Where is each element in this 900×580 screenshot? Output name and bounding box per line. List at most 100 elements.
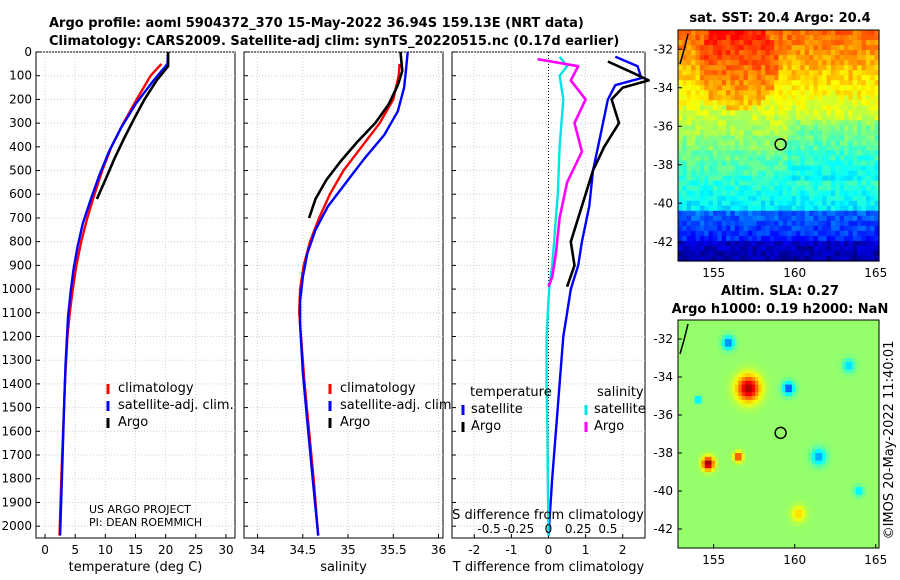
map-cell <box>769 105 775 111</box>
map-cell <box>835 235 841 242</box>
map-cell <box>701 407 706 412</box>
map-cell <box>815 502 820 507</box>
map-cell <box>756 250 762 257</box>
map-cell <box>805 339 810 344</box>
map-cell <box>704 475 709 481</box>
map-cell <box>787 135 793 142</box>
map-cell <box>804 205 810 212</box>
map-cell <box>678 110 683 116</box>
map-cell <box>745 510 749 515</box>
depth-tick-label: 1200 <box>1 329 32 343</box>
map-cell <box>817 205 823 212</box>
map-cell <box>739 250 745 257</box>
map-cell <box>822 230 828 237</box>
map-cell <box>694 468 699 473</box>
map-cell <box>769 130 775 137</box>
map-cell <box>839 135 845 142</box>
map-cell <box>721 498 726 503</box>
map-cell <box>844 80 850 86</box>
map-cell <box>852 160 858 167</box>
map-cell <box>712 95 718 101</box>
map-cell <box>788 532 793 538</box>
map-cell <box>800 155 806 162</box>
map-cell <box>681 380 686 386</box>
map-cell <box>818 487 823 492</box>
map-cell <box>708 399 713 405</box>
map-cell <box>718 513 723 519</box>
map-cell <box>714 506 719 511</box>
map-cell <box>848 55 854 61</box>
map-cell <box>691 180 697 187</box>
map-cell <box>741 323 746 329</box>
map-cell <box>694 449 699 454</box>
map-cell <box>728 358 733 363</box>
map-cell <box>704 210 710 217</box>
map-cell <box>775 472 780 477</box>
map-cell <box>830 35 836 41</box>
map-cell <box>681 377 686 382</box>
map-cell <box>701 346 706 351</box>
map-cell <box>738 320 743 325</box>
map-cell <box>684 510 689 515</box>
map-cell <box>743 105 749 111</box>
map-cell <box>801 388 806 393</box>
map-cell <box>808 377 813 382</box>
map-cell <box>812 350 816 355</box>
map-cell <box>844 30 850 36</box>
map-cell <box>694 453 699 458</box>
map-cell <box>787 105 793 111</box>
map-cell <box>771 399 776 405</box>
map-cell <box>721 430 726 435</box>
map-cell <box>812 510 816 515</box>
map-cell <box>861 90 867 96</box>
map-cell <box>874 90 880 96</box>
map-cell <box>785 437 790 443</box>
map-cell <box>730 30 736 36</box>
map-cell <box>775 339 780 344</box>
map-cell <box>835 135 841 142</box>
map-cell <box>743 240 749 247</box>
map-cell <box>756 160 762 167</box>
map-cell <box>743 140 749 147</box>
map-cell <box>708 230 714 237</box>
map-cell <box>822 80 828 86</box>
map-cell <box>748 407 753 412</box>
map-cell <box>800 145 806 152</box>
map-cell <box>734 536 739 541</box>
map-cell <box>708 506 713 511</box>
map-cell <box>694 536 699 541</box>
map-cell <box>791 120 797 127</box>
map-cell <box>813 55 819 61</box>
map-cell <box>686 195 692 202</box>
map-cell <box>721 407 726 412</box>
map-cell <box>721 145 727 152</box>
map-cell <box>724 536 729 541</box>
map-cell <box>768 536 773 541</box>
map-cell <box>813 155 819 162</box>
map-cell <box>775 540 780 545</box>
map-cell <box>751 369 756 374</box>
map-cell <box>721 323 726 329</box>
map-cell <box>785 365 790 370</box>
map-cell <box>774 210 780 217</box>
map-cell <box>791 525 796 530</box>
map-cell <box>721 210 727 217</box>
map-cell <box>778 422 783 427</box>
map-cell <box>724 441 729 446</box>
map-cell <box>812 358 816 363</box>
map-cell <box>778 536 783 541</box>
map-cell <box>795 220 801 227</box>
map-cell <box>818 441 823 446</box>
map-cell <box>818 365 823 370</box>
map-cell <box>684 529 689 534</box>
map-cell <box>691 540 696 545</box>
map-cell <box>724 468 729 473</box>
map-cell <box>813 60 819 66</box>
map-cell <box>798 453 803 458</box>
map-cell <box>682 215 688 222</box>
map-cell <box>805 517 810 522</box>
map-cell <box>745 392 749 397</box>
map-cell <box>870 95 876 101</box>
map-cell <box>747 155 753 162</box>
map-cell <box>711 335 716 340</box>
